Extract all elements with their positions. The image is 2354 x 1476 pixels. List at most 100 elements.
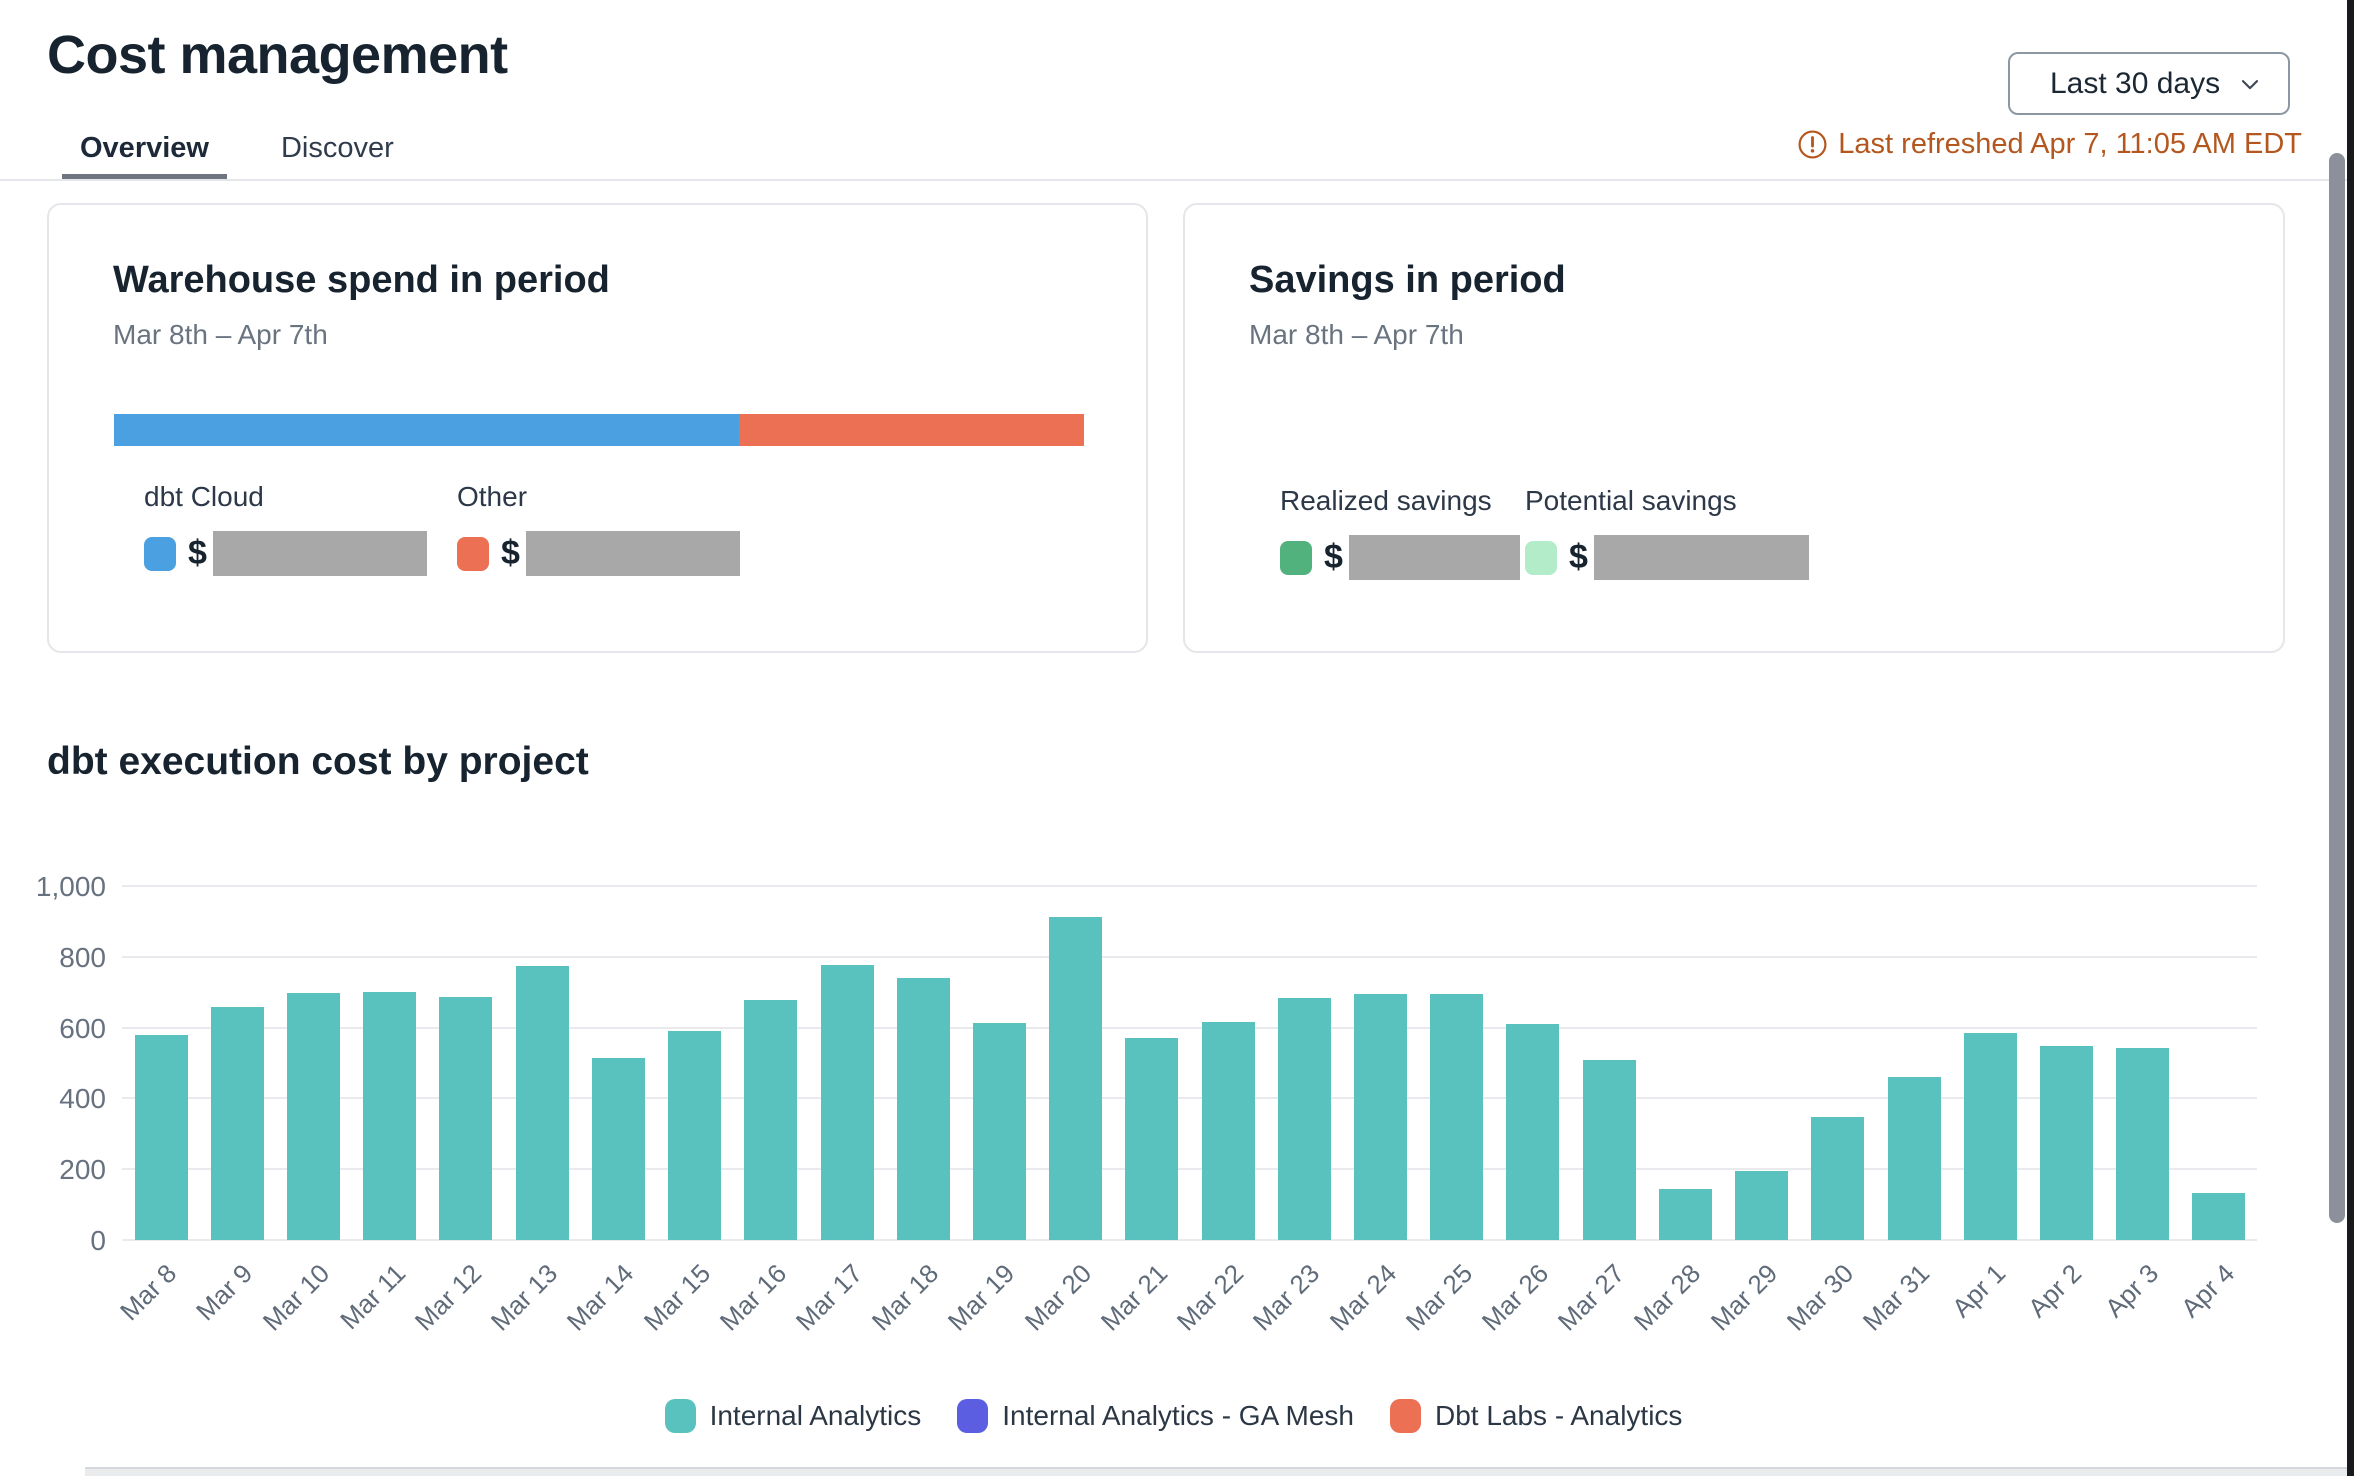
date-range-select[interactable]: Last 30 days <box>2008 52 2290 115</box>
y-axis-tick-label: 200 <box>59 1154 106 1186</box>
bar-mar-21[interactable] <box>1125 1038 1179 1240</box>
bar-mar-22[interactable] <box>1201 1021 1255 1240</box>
chart-title: dbt execution cost by project <box>47 740 589 783</box>
bar-mar-28[interactable] <box>1658 1189 1712 1240</box>
bar-mar-15[interactable] <box>668 1031 722 1240</box>
bar-mar-9[interactable] <box>210 1006 264 1240</box>
execution-cost-chart: 0 200 400 600 800 1,000 Mar 8 Mar 9 Mar 10 Mar 11… <box>0 860 2354 1472</box>
stacked-bar-segment-dbt-cloud <box>114 414 739 446</box>
bar-mar-17[interactable] <box>820 964 874 1240</box>
tab-bar: Overview Discover <box>62 132 412 179</box>
chart-legend-item-internal-analytics-ga-mesh[interactable]: Internal Analytics - GA Mesh <box>957 1399 1354 1433</box>
legend-swatch <box>957 1399 989 1433</box>
potential-savings-swatch <box>1525 540 1557 575</box>
bar-mar-25[interactable] <box>1430 994 1484 1240</box>
bar-mar-20[interactable] <box>1049 916 1103 1240</box>
alert-circle-icon <box>1797 129 1828 160</box>
currency-symbol: $ <box>1569 538 1588 576</box>
legend-label: dbt Cloud <box>144 481 264 512</box>
gridline <box>122 1026 2257 1029</box>
bar-mar-10[interactable] <box>287 993 341 1240</box>
warehouse-legend-row: dbt Cloud $ Other $ <box>144 481 770 576</box>
currency-symbol: $ <box>1324 538 1343 576</box>
gridline <box>122 1239 2257 1241</box>
bar-mar-19[interactable] <box>972 1023 1026 1240</box>
last-refreshed-status: Last refreshed Apr 7, 11:05 AM EDT <box>1797 126 2302 162</box>
page-title: Cost management <box>47 25 508 85</box>
y-axis-tick-label: 0 <box>90 1225 106 1256</box>
redacted-value <box>212 531 427 576</box>
bar-mar-12[interactable] <box>439 996 493 1240</box>
redacted-value <box>525 531 740 576</box>
redacted-value <box>1348 535 1520 580</box>
x-axis-tick-label: Mar 8 <box>114 1258 183 1327</box>
vertical-scrollbar-thumb[interactable] <box>2329 153 2345 1223</box>
legend-label: Internal Analytics - GA Mesh <box>1002 1400 1354 1431</box>
warehouse-stacked-bar <box>114 414 1084 446</box>
bar-mar-26[interactable] <box>1506 1023 1560 1240</box>
realized-savings-swatch <box>1280 540 1312 575</box>
bar-apr-1[interactable] <box>1963 1032 2017 1240</box>
stacked-bar-segment-other <box>738 414 1084 446</box>
savings-card-title: Savings in period <box>1249 259 1566 301</box>
bar-mar-11[interactable] <box>363 991 417 1240</box>
legend-item-potential-savings: Potential savings $ <box>1525 485 1809 580</box>
last-refreshed-text: Last refreshed Apr 7, 11:05 AM EDT <box>1838 127 2302 160</box>
legend-label: Internal Analytics <box>709 1400 922 1431</box>
bar-mar-13[interactable] <box>515 966 569 1240</box>
bar-mar-8[interactable] <box>134 1035 188 1240</box>
y-axis-tick-label: 1,000 <box>35 871 106 902</box>
warehouse-card-title: Warehouse spend in period <box>113 259 610 301</box>
bar-mar-14[interactable] <box>591 1057 645 1240</box>
currency-symbol: $ <box>188 534 207 572</box>
tab-overview-label: Overview <box>80 132 209 164</box>
warehouse-spend-card: Warehouse spend in period Mar 8th – Apr … <box>47 203 1148 653</box>
bar-apr-4[interactable] <box>2192 1192 2246 1240</box>
redacted-value <box>1593 535 1809 580</box>
chart-legend-item-dbt-labs-analytics[interactable]: Dbt Labs - Analytics <box>1389 1399 1683 1433</box>
y-axis-tick-label: 800 <box>59 941 106 973</box>
legend-item-realized-savings: Realized savings $ <box>1280 485 1525 580</box>
legend-label: Realized savings <box>1280 485 1492 516</box>
bar-mar-23[interactable] <box>1277 997 1331 1240</box>
gridline <box>122 1168 2257 1171</box>
date-range-value: Last 30 days <box>2050 66 2221 100</box>
bar-apr-3[interactable] <box>2116 1048 2170 1240</box>
chart-legend-item-internal-analytics[interactable]: Internal Analytics <box>664 1399 922 1433</box>
tab-overview[interactable]: Overview <box>62 132 227 179</box>
legend-label: Potential savings <box>1525 485 1737 516</box>
bar-mar-16[interactable] <box>744 1000 798 1240</box>
legend-label: Other <box>457 481 528 512</box>
y-axis-tick-label: 400 <box>59 1083 106 1115</box>
bar-mar-24[interactable] <box>1354 993 1408 1240</box>
tab-discover[interactable]: Discover <box>263 132 412 179</box>
gridline <box>122 885 2257 887</box>
chevron-down-icon <box>2236 70 2264 98</box>
bar-mar-18[interactable] <box>896 978 950 1240</box>
chart-legend: Internal Analytics Internal Analytics - G… <box>0 1399 2347 1433</box>
horizontal-scrollbar[interactable] <box>85 1467 2354 1476</box>
gridline <box>122 955 2257 958</box>
warehouse-card-date-range: Mar 8th – Apr 7th <box>113 319 328 350</box>
savings-legend-row: Realized savings $ Potential savings $ <box>1280 485 1809 580</box>
other-swatch <box>457 536 489 571</box>
savings-card: Savings in period Mar 8th – Apr 7th Real… <box>1183 203 2285 653</box>
legend-swatch <box>1389 1399 1421 1433</box>
legend-item-other: Other $ <box>457 481 770 576</box>
currency-symbol: $ <box>501 534 520 572</box>
bar-mar-31[interactable] <box>1887 1077 1941 1240</box>
legend-label: Dbt Labs - Analytics <box>1434 1400 1683 1431</box>
legend-item-dbt-cloud: dbt Cloud $ <box>144 481 457 576</box>
legend-swatch <box>664 1399 696 1433</box>
bar-mar-27[interactable] <box>1582 1059 1636 1240</box>
bar-mar-30[interactable] <box>1811 1116 1865 1240</box>
bar-mar-29[interactable] <box>1735 1170 1789 1240</box>
active-tab-underline <box>62 174 227 179</box>
savings-card-date-range: Mar 8th – Apr 7th <box>1249 319 1464 350</box>
y-axis-tick-label: 600 <box>59 1012 106 1044</box>
gridline <box>122 1097 2257 1100</box>
dbt-cloud-swatch <box>144 536 176 571</box>
bar-apr-2[interactable] <box>2039 1046 2093 1240</box>
tab-bar-divider <box>0 179 2354 181</box>
tab-discover-label: Discover <box>280 132 394 164</box>
